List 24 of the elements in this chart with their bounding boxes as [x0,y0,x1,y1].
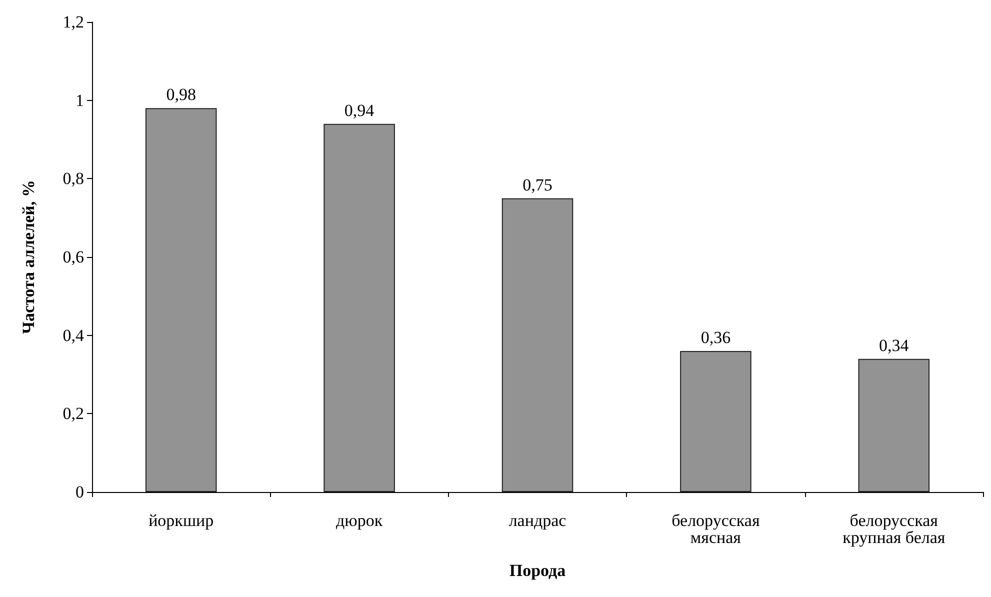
x-axis-title: Порода [509,561,566,580]
x-tick-label: ландрас [508,511,567,530]
data-label: 0,75 [522,175,552,194]
y-axis-title: Частота аллелей, % [19,180,38,334]
y-tick-label: 0,6 [62,248,84,266]
data-label: 0,34 [879,336,910,355]
x-tick-label: йоркшир [148,511,214,530]
bar [324,124,395,492]
bar [680,351,752,492]
y-tick-label: 0,8 [62,169,84,188]
y-tick-label: 0,2 [62,404,84,424]
bar [502,198,574,492]
y-tick-label: 1 [76,90,84,110]
x-tick-label: белорусская мясная [672,511,760,547]
bar [858,358,930,492]
y-tick-label: 0,4 [62,326,84,345]
y-tick-label: 1,2 [62,12,84,32]
data-label: 0,94 [344,100,375,120]
y-tick-label: 0 [76,482,84,502]
x-tick-label: дюрок [336,511,384,530]
data-label: 0,36 [700,328,731,347]
x-tick-label: белорусская крупная белая [842,511,946,547]
bar [145,108,217,492]
data-label: 0,98 [166,85,196,104]
